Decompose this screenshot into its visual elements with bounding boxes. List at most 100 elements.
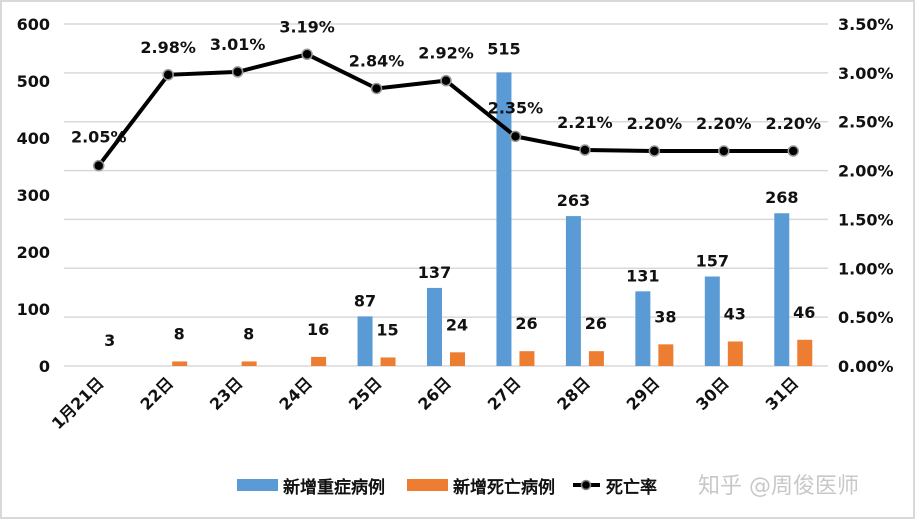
death-rate-marker: [92, 159, 105, 172]
right-axis: 0.00% 0.50% 1.00% 1.50% 2.00% 2.50% 3.00% 3.50%: [838, 15, 894, 376]
death-rate-marker: [162, 69, 174, 81]
death-rate-label: 3.19%: [279, 17, 335, 36]
death-rate-marker: [509, 130, 522, 143]
bar-deaths: [658, 344, 674, 366]
bar-label-severe: 87: [354, 291, 376, 310]
bar-label-deaths: 16: [307, 320, 329, 339]
left-tick-label: 400: [17, 129, 50, 148]
left-tick-label: 0: [39, 357, 50, 376]
right-tick-label: 3.50%: [838, 15, 894, 34]
death-rate-marker: [301, 48, 313, 61]
gridlines: [64, 23, 828, 367]
left-tick-label: 100: [17, 300, 50, 319]
x-axis: 1月21日 22日 23日 24日 25日 26日 27日 28日 29日 30日 31日: [48, 373, 802, 433]
death-rate-label: 2.21%: [557, 113, 613, 132]
bar-label-deaths: 43: [724, 304, 746, 323]
left-tick-label: 600: [17, 15, 50, 34]
x-tick-label: 22日: [137, 373, 178, 414]
right-tick-label: 2.50%: [838, 113, 894, 132]
death-rate-label: 2.35%: [488, 98, 544, 117]
death-rate-label: 3.01%: [210, 35, 266, 54]
legend-label-severe: 新增重症病例: [283, 477, 385, 498]
bar-deaths: [797, 339, 813, 366]
bar-label-severe: 268: [765, 188, 798, 207]
bar-severe: [427, 287, 442, 366]
legend-swatch-deaths: [407, 479, 448, 491]
bar-label-deaths: 8: [243, 324, 254, 343]
x-tick-label: 23日: [206, 373, 247, 414]
bar-label-deaths: 46: [793, 303, 815, 322]
death-rate-marker: [787, 145, 800, 157]
x-tick-label: 28日: [553, 373, 594, 414]
x-tick-label: 30日: [692, 373, 733, 414]
bar-deaths: [588, 351, 604, 366]
legend: 新增重症病例 新增死亡病例 死亡率: [237, 477, 657, 498]
bar-label-severe: 157: [696, 252, 729, 271]
right-tick-label: 1.00%: [838, 259, 894, 278]
right-tick-label: 1.50%: [838, 210, 894, 229]
left-tick-label: 300: [17, 186, 50, 205]
bar-deaths: [727, 341, 743, 366]
bar-label-deaths: 38: [654, 307, 676, 326]
bar-label-deaths: 8: [174, 324, 185, 343]
x-tick-label: 1月21日: [48, 373, 108, 433]
right-tick-label: 0.00%: [838, 357, 894, 376]
x-tick-label: 31日: [762, 373, 803, 414]
death-rate-marker: [718, 145, 730, 157]
x-tick-label: 29日: [623, 373, 664, 414]
death-rate-label: 2.05%: [71, 128, 127, 147]
death-rate-marker: [648, 145, 661, 157]
bar-severe: [704, 276, 720, 366]
left-tick-label: 500: [17, 72, 50, 91]
bar-label-severe: 515: [487, 39, 520, 58]
death-rate-label: 2.20%: [766, 114, 822, 133]
death-rate-marker: [579, 144, 591, 156]
bar-severe: [496, 72, 512, 366]
bar-deaths: [241, 361, 257, 366]
x-tick-label: 26日: [414, 373, 455, 414]
bar-label-deaths: 15: [376, 320, 398, 339]
bar-severe: [774, 213, 790, 366]
legend-label-rate: 死亡率: [606, 477, 657, 498]
left-axis: 0 100 200 300 400 500 600: [17, 15, 50, 376]
death-rate-label: 2.92%: [418, 44, 474, 63]
bar-label-severe: 131: [626, 266, 659, 285]
watermark: 知乎 @周俊医师: [698, 474, 859, 499]
bar-severe: [565, 216, 581, 366]
death-rate-marker: [370, 82, 383, 95]
bar-deaths: [450, 352, 465, 366]
bar-deaths: [519, 351, 535, 366]
right-tick-label: 2.00%: [838, 162, 894, 181]
bar-severe: [357, 316, 373, 366]
bar-deaths: [311, 356, 327, 366]
death-rate-label: 2.20%: [696, 114, 752, 133]
bar-deaths: [172, 361, 188, 366]
x-tick-label: 25日: [345, 373, 386, 414]
right-tick-label: 0.50%: [838, 308, 894, 327]
death-rate-marker: [231, 66, 244, 78]
death-rate-line: [97, 52, 794, 167]
bar-label-severe: 137: [418, 263, 451, 282]
legend-label-deaths: 新增死亡病例: [453, 477, 555, 498]
bar-label-deaths: 3: [104, 331, 115, 350]
left-tick-label: 200: [17, 243, 50, 262]
x-tick-label: 24日: [275, 373, 316, 414]
bar-deaths: [380, 357, 396, 366]
bar-label-deaths: 26: [515, 314, 537, 333]
death-rate-label: 2.98%: [140, 38, 196, 57]
bar-label-deaths: 24: [446, 315, 468, 334]
death-rate-marker: [440, 74, 452, 87]
bar-severe: [635, 291, 651, 366]
legend-marker-icon: [580, 479, 592, 491]
line-series-death-rate: 2.05% 2.98% 3.01% 3.19% 2.84% 2.92% 2.35% 2.21%…: [71, 17, 822, 172]
bar-label-deaths: 26: [585, 314, 607, 333]
death-rate-label: 2.20%: [627, 114, 683, 133]
legend-swatch-severe: [237, 479, 278, 491]
death-rate-label: 2.84%: [349, 51, 405, 70]
right-tick-label: 3.00%: [838, 64, 894, 83]
bar-label-severe: 263: [557, 191, 590, 210]
x-tick-label: 27日: [484, 373, 525, 414]
